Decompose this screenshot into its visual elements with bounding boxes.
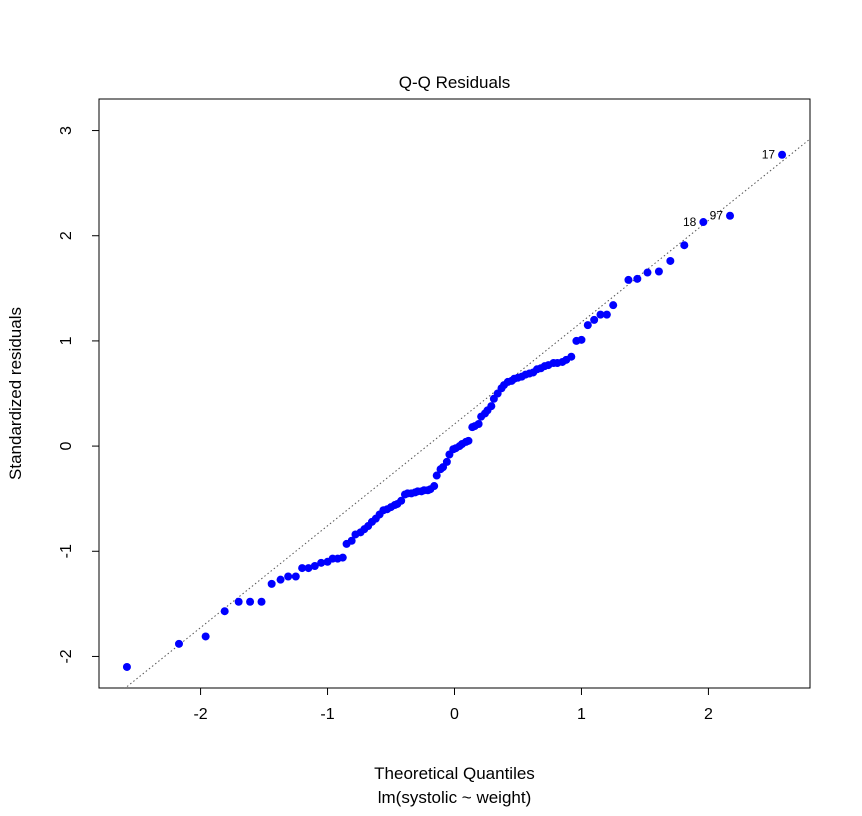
- qq-point: [298, 564, 307, 573]
- qq-point: [487, 402, 496, 411]
- qq-point: [174, 639, 183, 648]
- qq-point: [596, 310, 605, 319]
- qq-point: [432, 471, 441, 480]
- qq-point: [201, 632, 210, 641]
- qq-point: [666, 256, 675, 265]
- x-axis-sublabel: lm(systolic ~ weight): [378, 788, 532, 807]
- y-axis: -2 -1 0 1 2 3: [58, 126, 100, 664]
- y-tick-label: -1: [58, 544, 75, 558]
- qq-point: [267, 579, 276, 588]
- chart-title: Q-Q Residuals: [399, 73, 510, 92]
- qq-point: [474, 420, 483, 429]
- qq-point: [276, 575, 285, 584]
- point-labels-layer: 17 18 97: [683, 148, 775, 229]
- point-label: 18: [683, 215, 697, 229]
- qq-point: [284, 572, 293, 581]
- x-tick-label: 0: [450, 706, 459, 723]
- qq-point: [397, 496, 406, 505]
- points-layer: [122, 150, 787, 671]
- y-tick-label: 3: [58, 126, 75, 135]
- qq-point: [338, 553, 347, 562]
- qq-point: [122, 662, 131, 671]
- qq-point: [430, 482, 439, 491]
- qq-point: [317, 558, 326, 567]
- qq-point: [609, 301, 618, 310]
- qq-point: [633, 274, 642, 283]
- qq-point: [654, 267, 663, 276]
- qq-point: [643, 268, 652, 277]
- qq-point: [310, 561, 319, 570]
- qq-point: [257, 597, 266, 606]
- x-tick-label: 1: [577, 706, 586, 723]
- y-tick-label: 2: [58, 231, 75, 240]
- qq-point: [624, 275, 633, 284]
- qq-point: [680, 241, 689, 250]
- y-tick-label: 0: [58, 442, 75, 451]
- qq-point: [590, 315, 599, 324]
- y-axis-label: Standardized residuals: [6, 307, 25, 480]
- qq-point: [583, 321, 592, 330]
- x-axis: -2 -1 0 1 2: [193, 687, 713, 723]
- qq-point: [464, 436, 473, 445]
- qq-point: [246, 597, 255, 606]
- x-axis-label: Theoretical Quantiles: [374, 764, 535, 783]
- qq-point: [699, 218, 708, 227]
- qq-point: [291, 572, 300, 581]
- x-tick-label: -1: [320, 706, 334, 723]
- qq-point: [778, 150, 787, 159]
- qq-point: [234, 597, 243, 606]
- x-tick-label: 2: [704, 706, 713, 723]
- qq-point: [220, 607, 229, 616]
- qq-point: [577, 335, 586, 344]
- qq-point: [567, 352, 576, 361]
- plot-box: [98, 98, 811, 689]
- qq-point: [602, 310, 611, 319]
- x-tick-label: -2: [193, 706, 207, 723]
- qq-point: [726, 211, 735, 220]
- y-tick-label: -2: [58, 649, 75, 663]
- qq-point: [442, 457, 451, 466]
- y-tick-label: 1: [58, 336, 75, 345]
- point-label: 97: [710, 209, 724, 223]
- qq-point: [304, 564, 313, 573]
- point-label: 17: [762, 148, 776, 162]
- qq-point: [347, 536, 356, 545]
